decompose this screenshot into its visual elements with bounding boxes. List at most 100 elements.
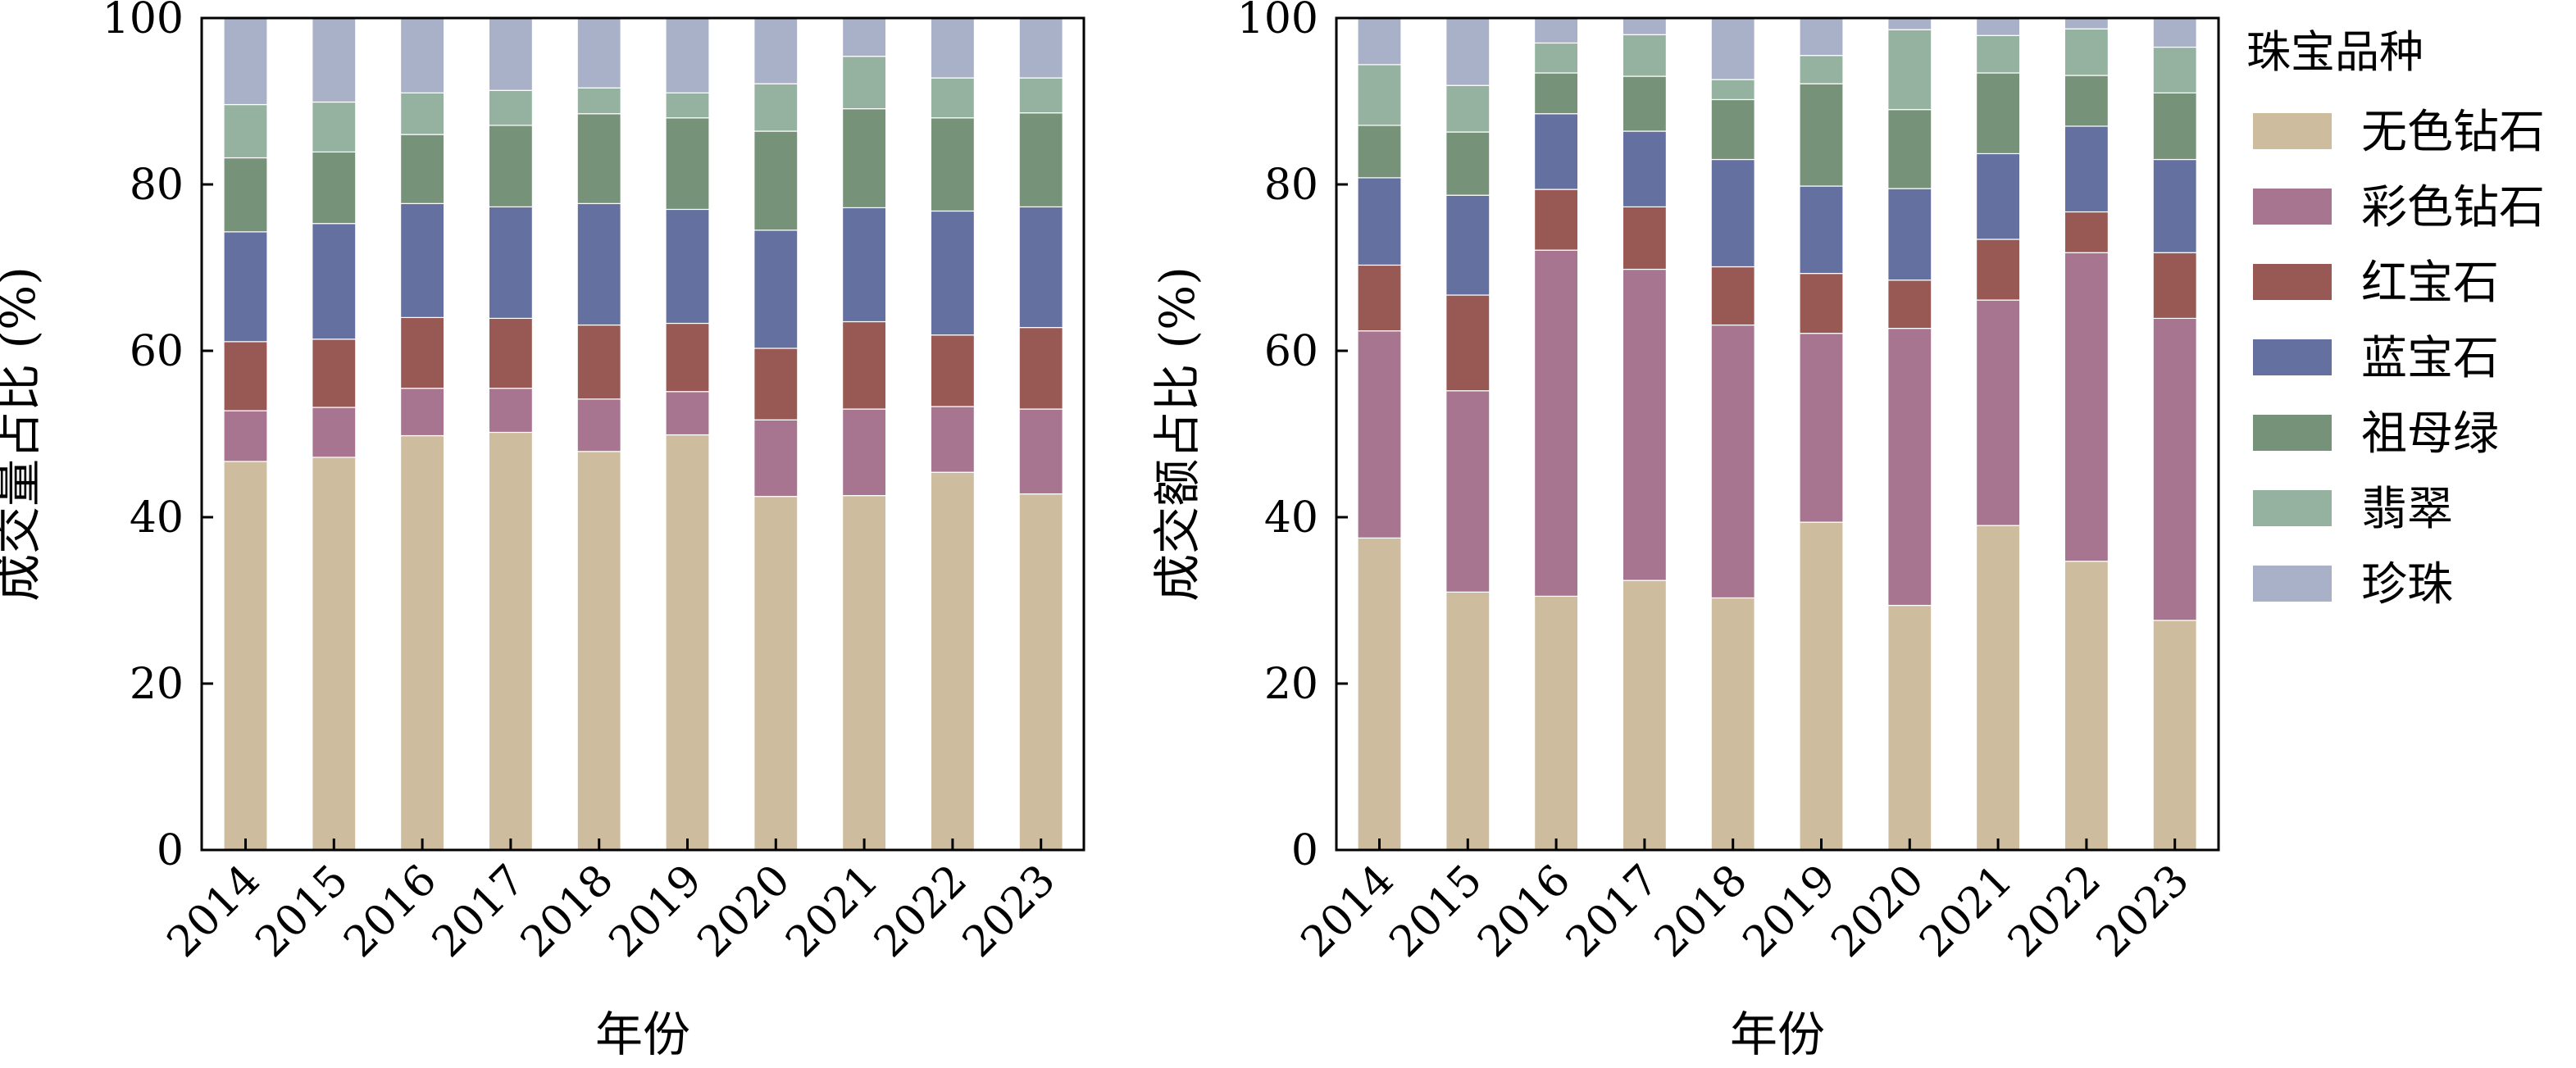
bar-segment-2014-彩色钻石 [1357, 330, 1402, 539]
y-tick-label: 80 [1264, 161, 1318, 210]
bar-segment-2015-珍珠 [312, 17, 357, 103]
y-tick-label: 40 [130, 493, 184, 543]
x-axis-title: 年份 [595, 1007, 690, 1062]
bar-segment-2017-红宝石 [1622, 206, 1668, 270]
bar-segment-2016-红宝石 [400, 316, 445, 389]
bar-segment-2023-祖母绿 [1018, 112, 1063, 208]
legend-swatch [2253, 264, 2332, 300]
bar-segment-2014-祖母绿 [1357, 125, 1402, 179]
bar-segment-2020-红宝石 [753, 348, 799, 420]
bar-segment-2019-祖母绿 [665, 117, 710, 211]
bar-segment-2022-红宝石 [930, 334, 976, 407]
x-tick-label: 2020 [688, 856, 799, 967]
bar-segment-2015-红宝石 [312, 339, 357, 408]
bar-segment-2019-珍珠 [1799, 17, 1844, 57]
x-tick-label: 2016 [335, 856, 446, 967]
bar-segment-2020-珍珠 [753, 17, 799, 84]
bar-segment-2022-祖母绿 [930, 117, 976, 212]
x-tick-label: 2017 [1557, 856, 1668, 967]
bar-segment-2019-红宝石 [1799, 273, 1844, 334]
x-tick-label: 2019 [600, 856, 712, 967]
bar-segment-2014-蓝宝石 [1357, 177, 1402, 266]
bar-segment-2015-无色钻石 [1445, 591, 1491, 851]
bar-segment-2021-翡翠 [841, 56, 887, 110]
bar-segment-2016-翡翠 [1533, 42, 1579, 74]
x-tick-label: 2015 [246, 856, 357, 967]
bar-segment-2015-祖母绿 [312, 151, 357, 225]
bar-segment-2020-无色钻石 [1887, 604, 1932, 851]
bar-segment-2023-珍珠 [1018, 17, 1063, 79]
legend-label: 珍珠 [2361, 558, 2453, 611]
bar-segment-2022-翡翠 [2064, 28, 2109, 76]
bar-segment-2017-翡翠 [488, 89, 534, 126]
bar-segment-2016-红宝石 [1533, 189, 1579, 251]
bar-segment-2019-彩色钻石 [665, 391, 710, 436]
bar-segment-2018-无色钻石 [576, 451, 621, 851]
legend-swatch [2253, 566, 2332, 602]
bar-segment-2018-彩色钻石 [1710, 324, 1755, 599]
bar-segment-2021-红宝石 [841, 320, 887, 410]
x-tick-label: 2021 [776, 856, 888, 967]
y-axis-title: 成交额占比 (%) [1149, 266, 1205, 602]
panel-trade-volume: 0204060801002014201520162017201820192020… [0, 0, 1085, 1062]
bar-segment-2018-翡翠 [576, 87, 621, 115]
bar-segment-2019-蓝宝石 [665, 208, 710, 325]
bar-segment-2023-红宝石 [1018, 326, 1063, 410]
legend-label: 红宝石 [2361, 257, 2499, 310]
legend-label: 蓝宝石 [2361, 332, 2499, 385]
bar-segment-2018-祖母绿 [1710, 98, 1755, 161]
bar-segment-2023-无色钻石 [1018, 493, 1063, 851]
bar-segment-2016-无色钻石 [400, 434, 445, 851]
bar-segment-2014-无色钻石 [223, 461, 268, 851]
bar-segment-2017-珍珠 [488, 17, 534, 91]
bar-segment-2018-祖母绿 [576, 113, 621, 204]
bar-segment-2021-彩色钻石 [841, 408, 887, 497]
legend-swatch [2253, 415, 2332, 451]
bar-segment-2021-珍珠 [841, 17, 887, 57]
x-tick-label: 2016 [1468, 856, 1580, 967]
x-axis-title: 年份 [1730, 1007, 1825, 1062]
x-tick-label: 2023 [953, 856, 1065, 967]
bar-segment-2023-彩色钻石 [1018, 408, 1063, 495]
x-tick-label: 2023 [2087, 856, 2199, 967]
legend-swatch [2253, 189, 2332, 225]
bar-segment-2014-蓝宝石 [223, 231, 268, 343]
bar-segment-2018-红宝石 [1710, 266, 1755, 326]
y-tick-label: 20 [130, 660, 184, 709]
bar-segment-2023-彩色钻石 [2152, 317, 2197, 621]
x-tick-label: 2022 [865, 856, 976, 967]
bar-segment-2014-祖母绿 [223, 157, 268, 233]
legend-label: 无色钻石 [2361, 106, 2545, 159]
y-tick-label: 60 [1264, 327, 1318, 376]
bar-segment-2016-彩色钻石 [1533, 249, 1579, 598]
bar-segment-2018-珍珠 [576, 17, 621, 89]
bar-segment-2014-翡翠 [1357, 64, 1402, 126]
bar-segment-2014-珍珠 [223, 17, 268, 106]
bar-segment-2014-红宝石 [1357, 264, 1402, 332]
y-tick-label: 40 [1264, 493, 1318, 543]
bar-segment-2014-翡翠 [223, 103, 268, 159]
bar-segment-2022-蓝宝石 [930, 210, 976, 336]
bar-segment-2017-翡翠 [1622, 34, 1668, 77]
bar-segment-2015-彩色钻石 [312, 407, 357, 458]
bar-segment-2018-无色钻石 [1710, 597, 1755, 851]
bar-segment-2020-祖母绿 [1887, 109, 1932, 189]
bar-segment-2018-蓝宝石 [576, 202, 621, 326]
panel-trade-value: 0204060801002014201520162017201820192020… [1149, 0, 2220, 1062]
bar-segment-2020-彩色钻石 [753, 419, 799, 498]
bar-segment-2023-红宝石 [2152, 252, 2197, 320]
bar-segment-2019-翡翠 [665, 92, 710, 119]
bar-segment-2016-珍珠 [400, 17, 445, 93]
legend-swatch [2253, 113, 2332, 149]
bar-segment-2019-彩色钻石 [1799, 333, 1844, 523]
bar-segment-2016-翡翠 [400, 92, 445, 135]
bar-segment-2016-珍珠 [1533, 17, 1579, 44]
y-tick-label: 100 [1237, 0, 1318, 43]
legend-label: 翡翠 [2361, 483, 2453, 536]
x-tick-label: 2022 [1999, 856, 2110, 967]
bar-segment-2018-蓝宝石 [1710, 158, 1755, 268]
bar-segment-2020-祖母绿 [753, 130, 799, 231]
